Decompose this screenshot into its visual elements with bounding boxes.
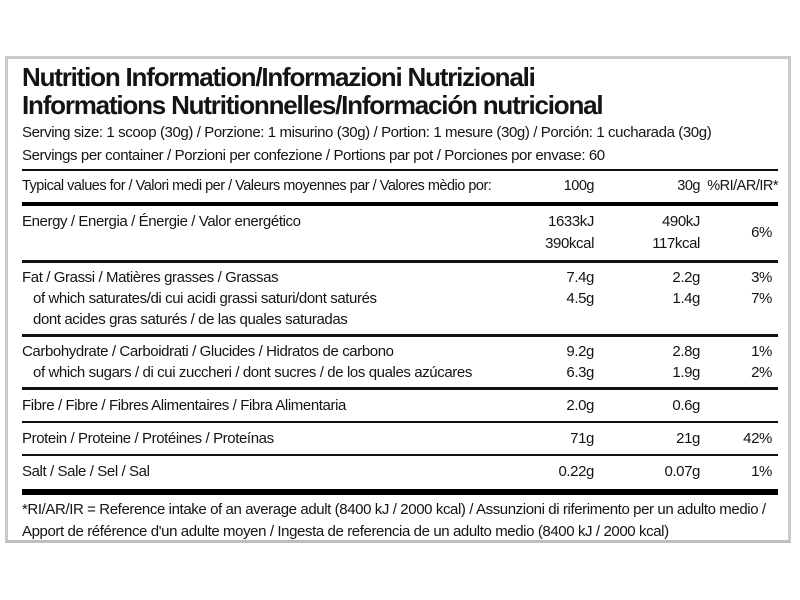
value-30g: 1.9g <box>672 364 700 381</box>
table-row-fibre: Fibre / Fibre / Fibres Alimentaires / Fi… <box>22 390 778 421</box>
value-100g: 71g <box>570 430 594 447</box>
nutrient-label-line: Carbohydrate / Carboidrati / Glucides / … <box>22 343 394 360</box>
divider <box>22 421 778 423</box>
serving-info: Serving size: 1 scoop (30g) / Porzione: … <box>22 121 778 167</box>
value-ri-cell: 1% 2% <box>700 341 778 383</box>
value-ri-cell: 42% <box>700 428 778 449</box>
value-ri: 42% <box>743 430 772 447</box>
value-ri: 2% <box>751 364 772 381</box>
header-col-100g: 100g <box>563 178 595 194</box>
value-30g-cell: 2.8g 1.9g <box>594 341 700 383</box>
divider <box>22 260 778 263</box>
value-ri: 6% <box>751 224 772 241</box>
value-100g-cell: 0.22g <box>498 461 594 482</box>
value-100g: 1633kJ <box>548 213 594 230</box>
nutrient-label: Energy / Energia / Énergie / Valor energ… <box>22 211 498 255</box>
value-100g: 7.4g <box>566 269 594 286</box>
value-100g: 2.0g <box>566 397 594 414</box>
nutrient-label-line: Protein / Proteine / Protéines / Proteín… <box>22 430 274 447</box>
value-100g-cell: 9.2g 6.3g <box>498 341 594 383</box>
nutrition-rows: Energy / Energia / Énergie / Valor energ… <box>22 206 778 495</box>
nutrient-label-line: dont acides gras saturés / de las quales… <box>33 311 348 328</box>
table-row-salt: Salt / Sale / Sel / Sal 0.22g 0.07g 1% <box>22 456 778 487</box>
nutrient-label: Protein / Proteine / Protéines / Proteín… <box>22 428 498 449</box>
divider <box>22 489 778 495</box>
servings-per-container-line: Servings per container / Porzioni per co… <box>22 147 605 164</box>
divider <box>22 387 778 390</box>
value-ri-cell: 3% 7% <box>700 267 778 330</box>
value-30g: 2.8g <box>672 343 700 360</box>
value-30g: 21g <box>676 430 700 447</box>
nutrient-label-line: Salt / Sale / Sel / Sal <box>22 463 150 480</box>
serving-size-line: Serving size: 1 scoop (30g) / Porzione: … <box>22 124 712 141</box>
value-100g: 390kcal <box>545 235 594 252</box>
table-row-carbohydrate: Carbohydrate / Carboidrati / Glucides / … <box>22 337 778 387</box>
nutrient-label-line: of which sugars / di cui zuccheri / dont… <box>33 364 472 381</box>
table-row-protein: Protein / Proteine / Protéines / Proteín… <box>22 423 778 454</box>
value-30g: 117kcal <box>652 235 700 252</box>
nutrient-label-line: Fibre / Fibre / Fibres Alimentaires / Fi… <box>22 397 346 414</box>
value-30g-cell: 490kJ 117kcal <box>594 211 700 255</box>
table-row-fat: Fat / Grassi / Matières grasses / Grassa… <box>22 263 778 334</box>
divider <box>22 169 778 171</box>
header-col-ri: %RI/AR/IR* <box>707 178 778 194</box>
value-30g: 490kJ <box>661 213 700 230</box>
value-ri: 3% <box>751 269 772 286</box>
nutrient-label-line: of which saturates/di cui acidi grassi s… <box>33 290 377 307</box>
value-100g-cell: 2.0g <box>498 395 594 416</box>
value-100g-cell: 1633kJ 390kcal <box>498 211 594 255</box>
value-100g: 0.22g <box>558 463 594 480</box>
value-ri: 7% <box>751 290 772 307</box>
value-30g-cell: 0.6g <box>594 395 700 416</box>
value-ri: 1% <box>751 343 772 360</box>
value-100g: 6.3g <box>566 364 594 381</box>
nutrient-label-line: Energy / Energia / Énergie / Valor energ… <box>22 213 301 230</box>
value-100g-cell: 7.4g 4.5g <box>498 267 594 330</box>
divider <box>22 334 778 337</box>
label-title: Nutrition Information/Informazioni Nutri… <box>22 63 778 119</box>
header-label: Typical values for / Valori medi per / V… <box>22 178 492 194</box>
value-100g: 9.2g <box>566 343 594 360</box>
value-30g: 0.6g <box>672 397 700 414</box>
value-ri-cell: 6% <box>700 211 778 255</box>
value-30g: 2.2g <box>672 269 700 286</box>
value-30g-cell: 21g <box>594 428 700 449</box>
value-ri-cell <box>700 395 778 416</box>
value-ri: 1% <box>751 463 772 480</box>
nutrient-label: Carbohydrate / Carboidrati / Glucides / … <box>22 341 498 383</box>
value-30g: 0.07g <box>664 463 700 480</box>
nutrient-label-line: Fat / Grassi / Matières grasses / Grassa… <box>22 269 279 286</box>
value-100g-cell: 71g <box>498 428 594 449</box>
table-row-energy: Energy / Energia / Énergie / Valor energ… <box>22 206 778 260</box>
nutrient-label: Fat / Grassi / Matières grasses / Grassa… <box>22 267 498 330</box>
nutrition-label-box: Nutrition Information/Informazioni Nutri… <box>5 56 791 543</box>
value-30g: 1.4g <box>672 290 700 307</box>
divider <box>22 202 778 206</box>
divider <box>22 454 778 456</box>
table-header-row: Typical values for / Valori medi per / V… <box>22 171 779 202</box>
label-title-line1: Nutrition Information/Informazioni Nutri… <box>22 62 536 92</box>
value-ri-cell: 1% <box>700 461 778 482</box>
label-title-line2: Informations Nutritionnelles/Información… <box>22 90 604 120</box>
header-col-30g: 30g <box>677 178 700 194</box>
value-100g: 4.5g <box>566 290 594 307</box>
value-30g-cell: 2.2g 1.4g <box>594 267 700 330</box>
value-30g-cell: 0.07g <box>594 461 700 482</box>
footnote-text: *RI/AR/IR = Reference intake of an avera… <box>22 501 766 540</box>
nutrient-label: Salt / Sale / Sel / Sal <box>22 461 498 482</box>
nutrient-label: Fibre / Fibre / Fibres Alimentaires / Fi… <box>22 395 498 416</box>
